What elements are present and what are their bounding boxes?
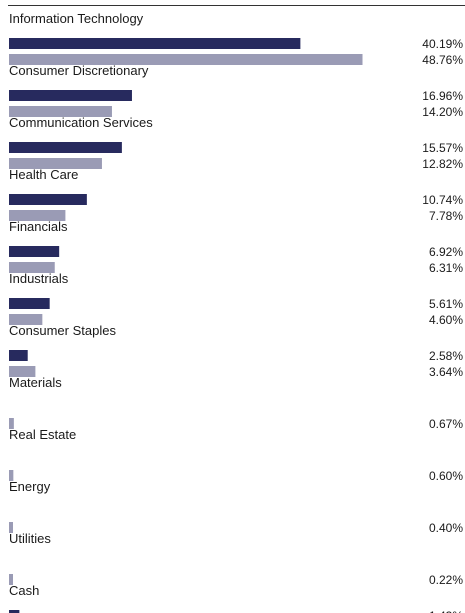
bar-series-2 [9,574,13,585]
data-label: 3.64% [429,365,463,379]
data-label: 10.74% [422,193,463,207]
bar-series-2 [9,210,66,221]
bar-series-2 [9,314,43,325]
data-label: 16.96% [422,89,463,103]
bar-series-2 [9,106,112,117]
bar-series-1 [9,90,132,101]
data-label: 2.58% [429,349,463,363]
chart-rows: Information Technology 40.19% 48.76% Consum… [9,11,463,613]
data-label: 6.92% [429,245,463,259]
data-label: 0.67% [429,417,463,431]
bar-series-2 [9,262,55,273]
category-label: Cash [9,583,39,598]
category-label: Communication Services [9,115,153,130]
bar-series-1 [9,246,60,257]
data-label: 4.60% [429,313,463,327]
bar-series-1 [9,298,50,309]
category-label: Financials [9,219,68,234]
category-label: Utilities [9,531,51,546]
data-label: 1.43% [429,609,463,613]
data-label: 6.31% [429,261,463,275]
category-label: Energy [9,479,51,494]
data-label: 7.78% [429,209,463,223]
category-label: Health Care [9,167,78,182]
data-label: 12.82% [422,157,463,171]
data-label: 0.22% [429,573,463,587]
data-label: 14.20% [422,105,463,119]
bar-series-2 [9,158,102,169]
data-label: 0.60% [429,469,463,483]
bar-series-1 [9,142,122,153]
bar-series-2 [9,470,14,481]
category-label: Information Technology [9,11,144,26]
category-label: Consumer Discretionary [9,63,149,78]
bar-series-1 [9,350,28,361]
category-label: Materials [9,375,62,390]
data-label: 15.57% [422,141,463,155]
bar-series-2 [9,418,14,429]
bar-series-2 [9,522,13,533]
bar-series-2 [9,54,363,65]
data-label: 48.76% [422,53,463,67]
data-label: 0.40% [429,521,463,535]
data-label: 40.19% [422,37,463,51]
data-label: 5.61% [429,297,463,311]
bar-series-1 [9,194,87,205]
bar-series-2 [9,366,36,377]
bar-series-1 [9,38,301,49]
category-label: Industrials [9,271,69,286]
category-label: Consumer Staples [9,323,116,338]
category-label: Real Estate [9,427,76,442]
bar-series-1 [9,610,20,613]
